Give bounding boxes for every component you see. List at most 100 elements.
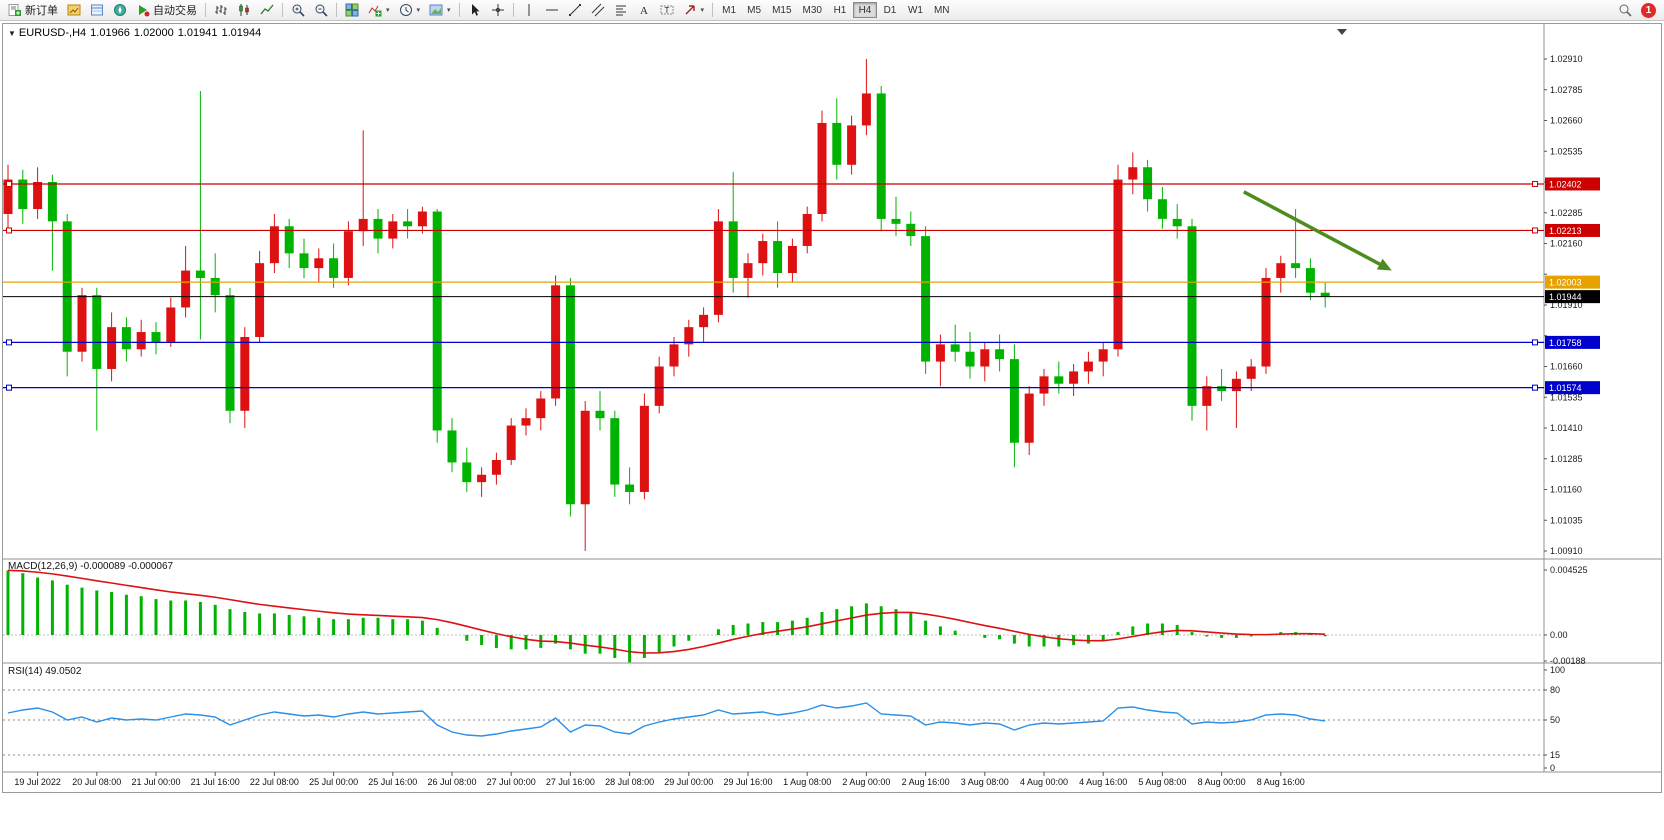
- svg-text:1.00910: 1.00910: [1550, 546, 1583, 556]
- cursor-button[interactable]: [464, 1, 486, 19]
- navigator-button[interactable]: [109, 1, 131, 19]
- templates-dropdown-icon: ▾: [447, 6, 451, 14]
- templates-button[interactable]: ▾: [425, 1, 455, 19]
- channel-button[interactable]: [587, 1, 609, 19]
- rsi-value: 49.0502: [45, 666, 82, 677]
- crosshair-icon: [491, 4, 504, 16]
- ohlc-close: 1.01944: [221, 27, 262, 39]
- text-label-icon: T: [660, 5, 674, 15]
- svg-text:1.02785: 1.02785: [1550, 85, 1583, 95]
- macd-indicator-label: MACD(12,26,9) -0.000089 -0.000067: [8, 561, 173, 572]
- svg-text:29 Jul 16:00: 29 Jul 16:00: [723, 777, 772, 787]
- macd-values: -0.000089 -0.000067: [80, 561, 174, 572]
- svg-text:1.01660: 1.01660: [1550, 362, 1583, 372]
- svg-text:1.02003: 1.02003: [1549, 278, 1582, 288]
- bar-chart-button[interactable]: [210, 1, 232, 19]
- svg-text:15: 15: [1550, 750, 1560, 760]
- search-button[interactable]: [1614, 1, 1636, 19]
- svg-text:1.02535: 1.02535: [1550, 146, 1583, 156]
- text-button[interactable]: A: [633, 1, 655, 19]
- svg-text:1.02285: 1.02285: [1550, 208, 1583, 218]
- line-chart-icon: [260, 4, 274, 15]
- svg-text:22 Jul 08:00: 22 Jul 08:00: [250, 777, 299, 787]
- data-window-icon: [91, 4, 103, 16]
- svg-text:20 Jul 08:00: 20 Jul 08:00: [72, 777, 121, 787]
- svg-text:50: 50: [1550, 715, 1560, 725]
- svg-text:1.02910: 1.02910: [1550, 54, 1583, 64]
- ohlc-low: 1.01941: [177, 27, 218, 39]
- clock-icon: [399, 4, 412, 16]
- timeframe-button-w1[interactable]: W1: [903, 2, 928, 18]
- svg-text:8 Aug 00:00: 8 Aug 00:00: [1198, 777, 1246, 787]
- timeframe-button-m1[interactable]: M1: [717, 2, 741, 18]
- auto-trading-icon: [139, 5, 150, 17]
- new-order-icon: [8, 4, 21, 16]
- svg-text:0.004525: 0.004525: [1550, 565, 1588, 575]
- data-window-button[interactable]: [86, 1, 108, 19]
- svg-text:100: 100: [1550, 665, 1565, 675]
- svg-text:1.01160: 1.01160: [1550, 485, 1582, 495]
- vertical-line-button[interactable]: [518, 1, 540, 19]
- svg-text:25 Jul 00:00: 25 Jul 00:00: [309, 777, 358, 787]
- text-icon: A: [640, 5, 648, 17]
- fibonacci-button[interactable]: [610, 1, 632, 19]
- zoom-out-button[interactable]: [310, 1, 332, 19]
- vertical-line-icon: [528, 4, 530, 16]
- toolbar-separator: [712, 3, 714, 17]
- trendline-icon: [568, 4, 581, 16]
- search-icon: [1619, 4, 1632, 17]
- svg-text:1.02402: 1.02402: [1549, 179, 1582, 189]
- horizontal-line-button[interactable]: [541, 1, 563, 19]
- periods-button[interactable]: ▾: [395, 1, 425, 19]
- timeframe-button-m15[interactable]: M15: [767, 2, 796, 18]
- crosshair-button[interactable]: [487, 1, 509, 19]
- auto-trading-label: 自动交易: [153, 5, 197, 17]
- timeframe-button-m5[interactable]: M5: [742, 2, 766, 18]
- timeframe-button-h1[interactable]: H1: [828, 2, 852, 18]
- rsi-indicator-label: RSI(14) 49.0502: [8, 666, 81, 677]
- trendline-button[interactable]: [564, 1, 586, 19]
- macd-name: MACD(12,26,9): [8, 561, 78, 572]
- indicators-dropdown-icon: ▾: [386, 6, 390, 14]
- text-label-button[interactable]: T: [656, 1, 678, 19]
- toolbar-separator: [458, 3, 460, 17]
- chart-title: ▼ EURUSD-,H4 1.01966 1.02000 1.01941 1.01944: [8, 27, 265, 39]
- svg-text:3 Aug 08:00: 3 Aug 08:00: [961, 777, 1009, 787]
- tile-windows-button[interactable]: [341, 1, 363, 19]
- indicators-icon: [368, 5, 382, 17]
- auto-trading-button[interactable]: 自动交易: [132, 1, 201, 19]
- timeframe-button-mn[interactable]: MN: [929, 2, 955, 18]
- template-icon: [429, 4, 443, 16]
- svg-text:1 Aug 08:00: 1 Aug 08:00: [783, 777, 831, 787]
- indicators-button[interactable]: ▾: [364, 1, 394, 19]
- symbol-dropdown-icon[interactable]: ▼: [8, 29, 16, 38]
- notification-badge[interactable]: 1: [1641, 2, 1656, 18]
- svg-text:80: 80: [1550, 685, 1560, 695]
- svg-text:5 Aug 08:00: 5 Aug 08:00: [1138, 777, 1186, 787]
- svg-text:29 Jul 00:00: 29 Jul 00:00: [664, 777, 713, 787]
- timeframe-button-h4[interactable]: H4: [852, 2, 877, 18]
- zoom-in-button[interactable]: [287, 1, 309, 19]
- line-chart-button[interactable]: [256, 1, 278, 19]
- cursor-icon: [471, 4, 480, 16]
- candlestick-chart-button[interactable]: [233, 1, 255, 19]
- arrows-button[interactable]: ▾: [679, 1, 709, 19]
- svg-text:21 Jul 16:00: 21 Jul 16:00: [191, 777, 240, 787]
- timeframe-button-d1[interactable]: D1: [878, 2, 902, 18]
- svg-text:1.02213: 1.02213: [1549, 226, 1582, 236]
- fibonacci-icon: [615, 5, 626, 16]
- svg-text:1.01285: 1.01285: [1550, 454, 1583, 464]
- arrow-shapes-icon: [685, 5, 695, 15]
- bar-chart-icon: [215, 5, 227, 15]
- svg-text:2 Aug 00:00: 2 Aug 00:00: [842, 777, 890, 787]
- price-chart[interactable]: 1.02910 1.02785 1.02660 1.02535 1.02285 1.021…: [3, 24, 1661, 792]
- toolbar: 新订单 自动交易: [0, 0, 1664, 21]
- timeframe-button-m30[interactable]: M30: [798, 2, 827, 18]
- svg-text:27 Jul 16:00: 27 Jul 16:00: [546, 777, 595, 787]
- svg-text:1.02660: 1.02660: [1550, 116, 1583, 126]
- svg-text:1.01944: 1.01944: [1549, 292, 1582, 302]
- market-watch-button[interactable]: [63, 1, 85, 19]
- new-order-button[interactable]: 新订单: [4, 1, 62, 19]
- new-order-label: 新订单: [25, 5, 58, 17]
- arrows-dropdown-icon: ▾: [700, 6, 705, 14]
